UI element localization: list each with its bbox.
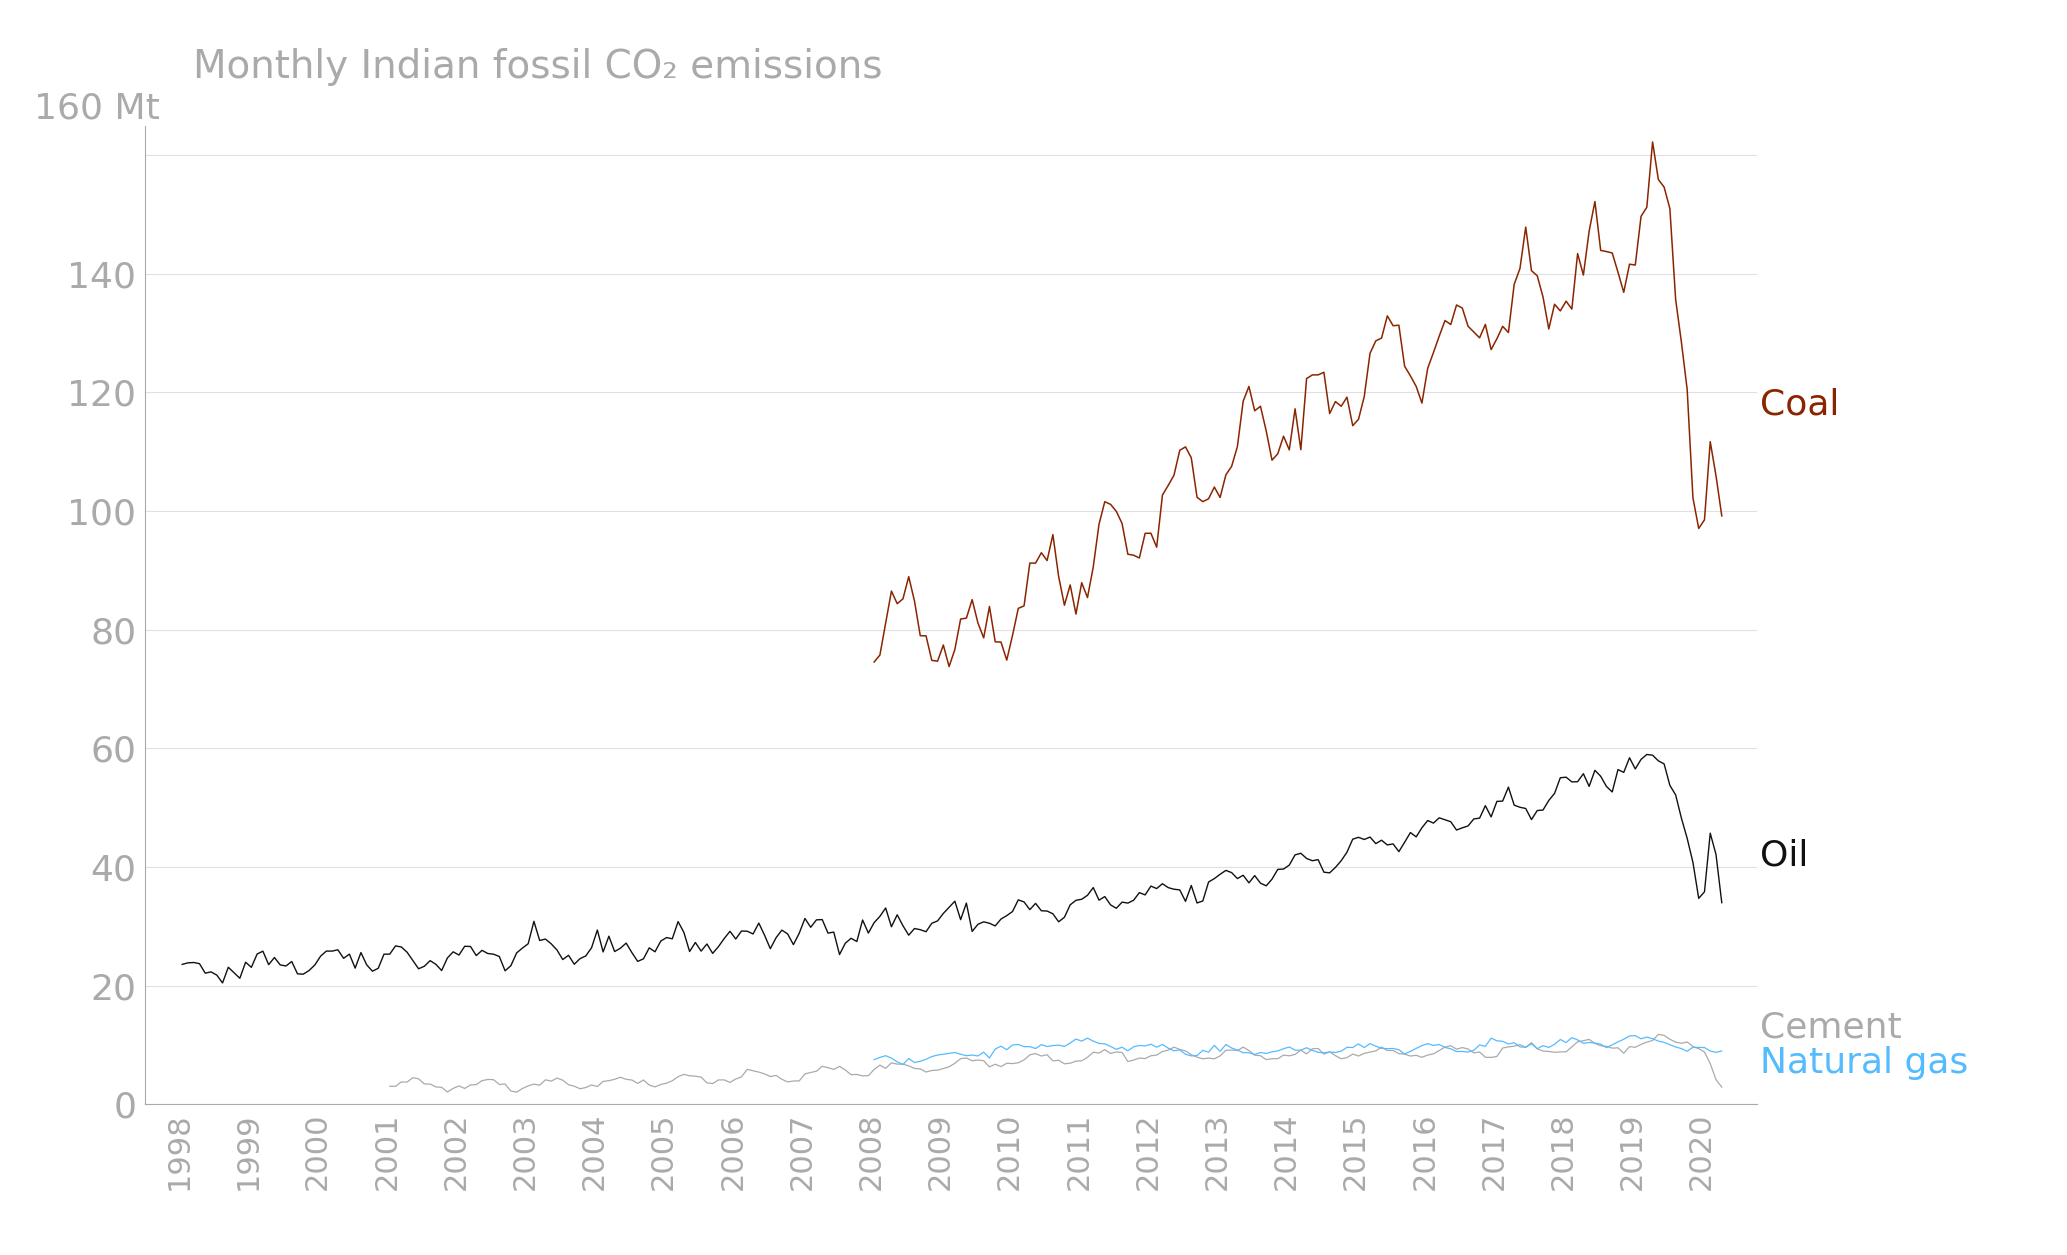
- Text: Natural gas: Natural gas: [1761, 1045, 1968, 1079]
- Text: Oil: Oil: [1761, 838, 1809, 872]
- Text: Monthly Indian fossil CO₂ emissions: Monthly Indian fossil CO₂ emissions: [192, 49, 883, 87]
- Text: Coal: Coal: [1761, 388, 1840, 422]
- Text: 160 Mt: 160 Mt: [33, 92, 159, 126]
- Text: Cement: Cement: [1761, 1010, 1902, 1044]
